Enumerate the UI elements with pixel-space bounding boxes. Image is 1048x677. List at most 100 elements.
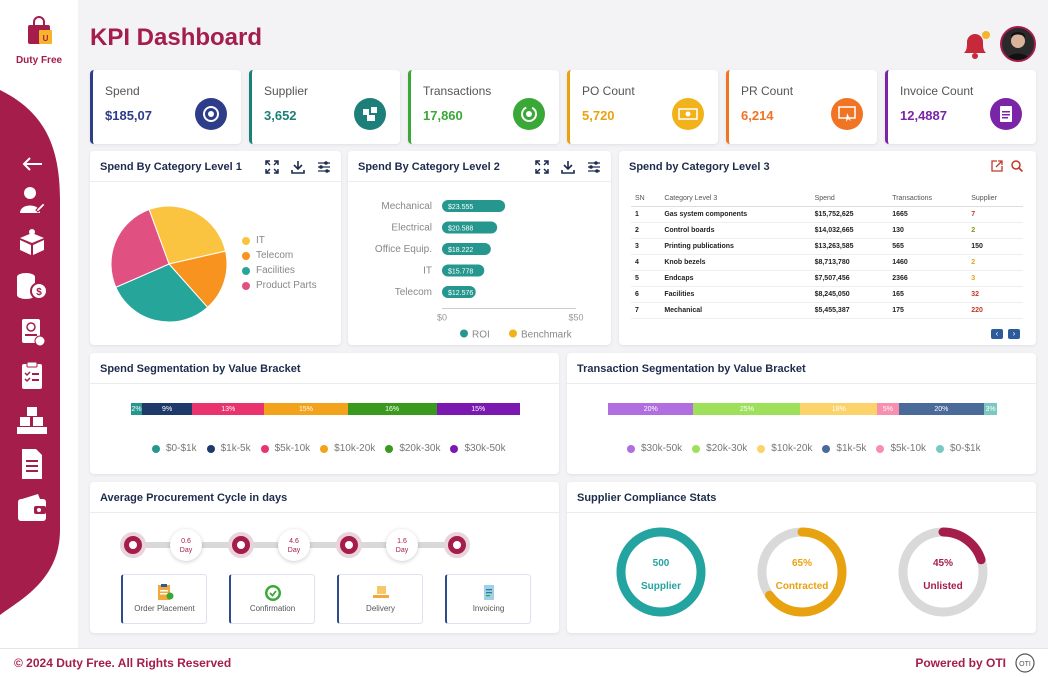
- legend-swatch: [936, 444, 945, 453]
- table-row[interactable]: 7 Mechanical $5,455,387 175 220: [631, 302, 1023, 319]
- card-title: Spend Segmentation by Value Bracket: [100, 363, 301, 375]
- legend-item[interactable]: $20k-30k: [692, 443, 747, 454]
- legend-swatch: [692, 444, 701, 453]
- user-edit-icon[interactable]: [14, 182, 50, 218]
- table-header-cell[interactable]: Category Level 3: [660, 191, 811, 207]
- boxes-icon[interactable]: [14, 224, 50, 260]
- user-avatar[interactable]: [1000, 26, 1036, 62]
- card-title: Spend By Category Level 1: [100, 161, 242, 173]
- download-icon[interactable]: [561, 160, 575, 174]
- gauge-arc[interactable]: [898, 527, 988, 617]
- table-row[interactable]: 6 Facilities $8,245,050 165 32: [631, 286, 1023, 303]
- legend-item[interactable]: $5k-10k: [260, 443, 310, 454]
- legend-item[interactable]: $10k-20k: [320, 443, 375, 454]
- legend-item[interactable]: $30k-50k: [627, 443, 682, 454]
- pie-slice-telecom[interactable]: [168, 250, 228, 309]
- kpi-card-supplier[interactable]: Supplier 3,652: [249, 70, 400, 144]
- segment--10k-20k[interactable]: 15%: [264, 403, 348, 415]
- bar-roi[interactable]: [442, 264, 485, 277]
- segment--1k-5k[interactable]: 20%: [898, 403, 985, 415]
- gauge-arc[interactable]: [757, 527, 847, 617]
- table-header-cell[interactable]: Spend: [810, 191, 889, 207]
- kpi-label: Transactions: [423, 84, 492, 98]
- kpi-card-po-count[interactable]: PO Count 5,720: [567, 70, 718, 144]
- segment--0-1k[interactable]: 3%: [984, 403, 997, 415]
- legend-item[interactable]: $20k-30k: [385, 443, 440, 454]
- table-row[interactable]: 5 Endcaps $7,507,456 2366 3: [631, 270, 1023, 287]
- external-link-icon[interactable]: [991, 160, 1003, 172]
- legend-item[interactable]: $0-$1k: [936, 443, 981, 454]
- legend-item[interactable]: $30k-50k: [450, 443, 506, 454]
- bar-roi[interactable]: [442, 286, 476, 298]
- divider: [567, 512, 1036, 513]
- legend-label: Telecom: [256, 250, 294, 261]
- kpi-card-pr-count[interactable]: PR Count 6,214: [726, 70, 877, 144]
- app-logo[interactable]: U Duty Free: [14, 16, 64, 66]
- table-row[interactable]: 4 Knob bezels $8,713,780 1460 2: [631, 254, 1023, 271]
- oti-logo-icon[interactable]: OTI: [1014, 652, 1036, 674]
- table-row[interactable]: 1 Gas system components $15,752,625 1665 7: [631, 206, 1023, 223]
- card-title: Supplier Compliance Stats: [577, 492, 717, 504]
- warehouse-boxes-icon[interactable]: [14, 402, 50, 438]
- segment--0-1k[interactable]: 2%: [131, 403, 143, 415]
- timeline-node: [444, 532, 470, 558]
- table-header-cell[interactable]: SN: [631, 191, 661, 207]
- filter-settings-icon[interactable]: [317, 160, 331, 174]
- legend-swatch: [757, 444, 766, 453]
- segment--10k-20k[interactable]: 18%: [800, 403, 878, 415]
- legend-item[interactable]: $5k-10k: [876, 443, 926, 454]
- table-header-cell[interactable]: Transactions: [888, 191, 968, 207]
- legend-item[interactable]: $1k-5k: [822, 443, 866, 454]
- kpi-card-spend[interactable]: Spend $185,07: [90, 70, 241, 144]
- notification-bell-icon[interactable]: [960, 30, 990, 65]
- segment--1k-5k[interactable]: 9%: [142, 403, 193, 415]
- legend-item[interactable]: $1k-5k: [206, 443, 251, 454]
- legend-label[interactable]: ROI: [472, 330, 490, 341]
- segment--20k-30k[interactable]: 16%: [347, 403, 437, 415]
- table-row[interactable]: 3 Printing publications $13,263,585 565 150: [631, 238, 1023, 255]
- expand-icon[interactable]: [265, 160, 279, 174]
- stage-confirmation[interactable]: Confirmation: [229, 574, 315, 624]
- footer: © 2024 Duty Free. All Rights Reserved Po…: [0, 648, 1048, 677]
- pie-slice-it[interactable]: [148, 205, 227, 265]
- segment--5k-10k[interactable]: 13%: [192, 403, 265, 415]
- stage-delivery[interactable]: Delivery: [337, 574, 423, 624]
- bar-roi[interactable]: [442, 200, 506, 212]
- document-list-icon[interactable]: [14, 446, 50, 482]
- legend-item[interactable]: $0-$1k: [152, 443, 197, 454]
- bar-roi[interactable]: [442, 221, 498, 234]
- table-row[interactable]: 2 Control boards $14,032,665 130 2: [631, 222, 1023, 239]
- pie-chart: [110, 205, 228, 323]
- pie-slice-facilities[interactable]: [115, 263, 209, 323]
- download-icon[interactable]: [291, 160, 305, 174]
- bar-roi[interactable]: [442, 243, 491, 255]
- legend-item[interactable]: IT: [242, 235, 317, 246]
- prev-page-button[interactable]: ‹: [991, 329, 1003, 339]
- legend-label[interactable]: Benchmark: [521, 330, 573, 341]
- back-arrow-icon[interactable]: [14, 146, 50, 182]
- legend-item[interactable]: $10k-20k: [757, 443, 812, 454]
- legend-item[interactable]: Telecom: [242, 250, 317, 261]
- wallet-icon[interactable]: [14, 490, 50, 526]
- filter-settings-icon[interactable]: [587, 160, 601, 174]
- gauge-arc[interactable]: [616, 527, 706, 617]
- segment--5k-10k[interactable]: 5%: [877, 403, 899, 415]
- segment--20k-30k[interactable]: 25%: [693, 403, 801, 415]
- invoice-dollar-icon[interactable]: [14, 314, 50, 350]
- stage-order-placement[interactable]: Order Placement: [121, 574, 207, 624]
- coins-dollar-icon[interactable]: $: [14, 268, 50, 304]
- legend-item[interactable]: Facilities: [242, 265, 317, 276]
- transaction-stacked-bar: 20% 25% 18% 5% 20% 3%: [608, 403, 997, 415]
- pie-slice-product-parts[interactable]: [110, 208, 170, 288]
- segment--30k-50k[interactable]: 20%: [608, 403, 694, 415]
- next-page-button[interactable]: ›: [1008, 329, 1020, 339]
- kpi-card-transactions[interactable]: Transactions 17,860: [408, 70, 559, 144]
- legend-item[interactable]: Product Parts: [242, 280, 317, 291]
- checklist-icon[interactable]: [14, 358, 50, 394]
- stage-invoicing[interactable]: Invoicing: [445, 574, 531, 624]
- search-icon[interactable]: [1011, 160, 1023, 172]
- segment--30k-50k[interactable]: 15%: [436, 403, 520, 415]
- kpi-card-invoice-count[interactable]: Invoice Count 12,4887: [885, 70, 1036, 144]
- expand-icon[interactable]: [535, 160, 549, 174]
- table-header-cell[interactable]: Supplier: [967, 191, 1023, 207]
